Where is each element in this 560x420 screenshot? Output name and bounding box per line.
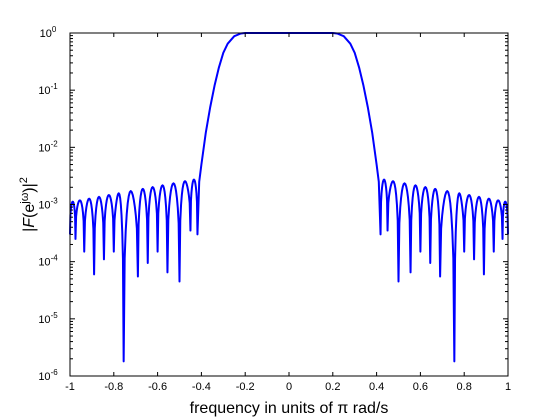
- y-tick-label: 10-6: [38, 368, 58, 383]
- x-tick-label: -0.6: [148, 381, 167, 393]
- x-axis-ticks: -1 -0.8 -0.6 -0.4 -0.2 0 0.2 0.4 0.6 0.8 1: [65, 33, 511, 393]
- y-tick-label: 10-3: [38, 197, 58, 212]
- y-axis-label-square: 2: [18, 177, 30, 183]
- y-tick-label: 100: [40, 25, 57, 40]
- x-tick-label: 0.2: [325, 381, 340, 393]
- x-tick-label: 0: [286, 381, 292, 393]
- y-axis-label-close: )|: [21, 183, 38, 192]
- plot-area: [70, 33, 508, 376]
- y-tick-label: 10-2: [38, 139, 58, 154]
- y-tick-label: 10-4: [38, 254, 58, 269]
- y-tick-label: 10-1: [38, 82, 58, 97]
- y-axis-label-f: F: [21, 217, 38, 228]
- x-tick-label: -0.4: [192, 381, 211, 393]
- y-tick-label: 10-5: [38, 311, 58, 326]
- x-tick-label: 0.6: [413, 381, 428, 393]
- x-tick-label: 0.4: [369, 381, 384, 393]
- y-axis-label-open: (e: [21, 204, 38, 218]
- y-axis-label: |F(ejω)|2: [18, 177, 38, 232]
- x-tick-label: -0.2: [236, 381, 255, 393]
- y-axis-label-open-bar: |: [21, 228, 38, 232]
- x-tick-label: -0.8: [104, 381, 123, 393]
- y-axis-label-exp: jω: [19, 192, 31, 204]
- x-axis-label: frequency in units of π rad/s: [190, 400, 389, 417]
- x-tick-label: 1: [505, 381, 511, 393]
- x-tick-label: 0.8: [457, 381, 472, 393]
- x-tick-label: -1: [65, 381, 75, 393]
- y-axis-ticks: 10-6 10-5 10-4 10-3 10-2 10-1 100: [38, 25, 508, 383]
